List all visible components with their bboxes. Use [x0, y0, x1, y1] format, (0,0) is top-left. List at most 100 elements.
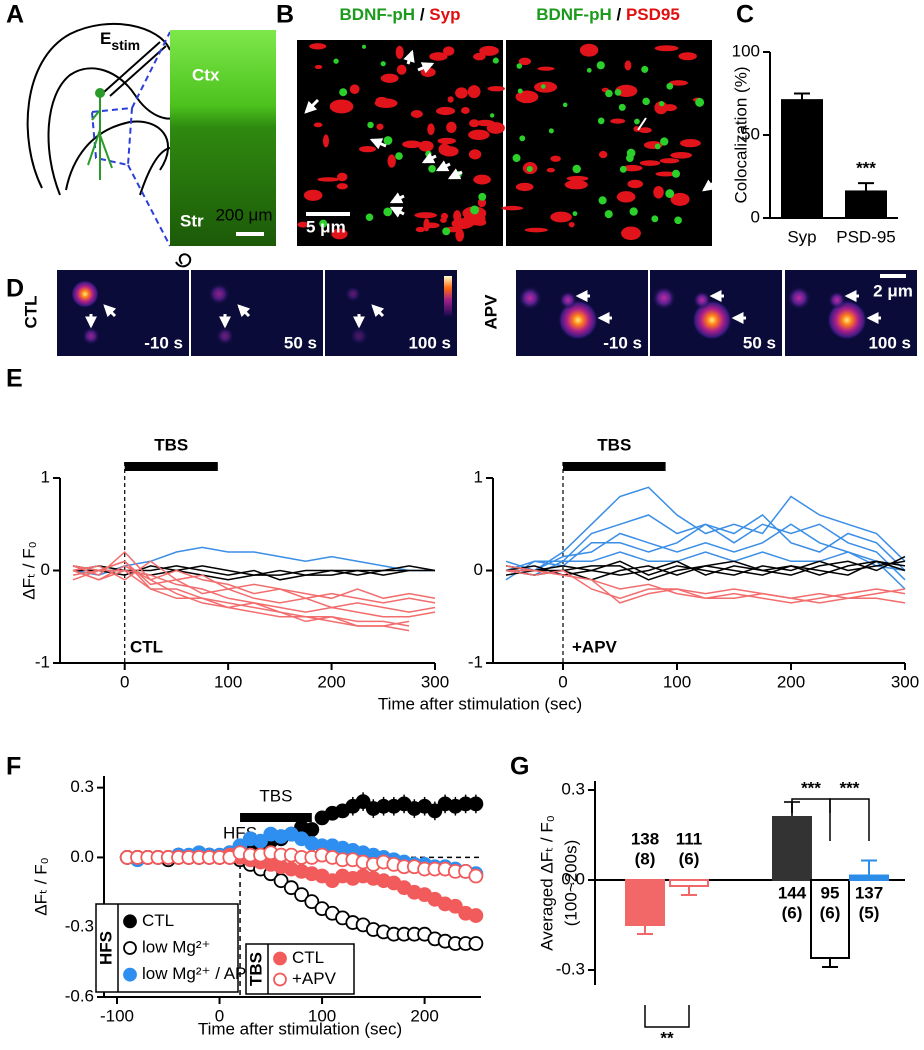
y-tick-label: 0 — [751, 207, 760, 226]
panel-letter: G — [510, 753, 529, 781]
marker — [304, 894, 320, 910]
green-puncta — [470, 205, 480, 215]
y-tick-label: 0 — [41, 560, 50, 579]
green-puncta — [572, 211, 578, 217]
red-puncta — [678, 52, 697, 61]
spot — [71, 280, 99, 308]
red-puncta — [564, 179, 588, 190]
arrow — [371, 304, 385, 318]
x-tick-label: -100 — [100, 1006, 134, 1025]
y-tick-label: 0.3 — [70, 777, 94, 796]
green-puncta — [492, 57, 499, 64]
marker — [273, 873, 289, 889]
legend-label: CTL — [142, 911, 174, 930]
bar — [781, 99, 823, 219]
x-tick-label: 200 — [777, 672, 805, 691]
y-tick-label: 1 — [474, 467, 483, 486]
legend-marker — [123, 914, 137, 929]
y-axis-label: (100~200s) — [561, 840, 580, 926]
green-puncta — [442, 227, 451, 236]
red-puncta — [479, 45, 499, 56]
panel-letter: B — [276, 1, 294, 29]
x-tick-label: 100 — [308, 1006, 336, 1025]
spot — [82, 327, 100, 345]
red-puncta — [468, 129, 490, 140]
red-puncta — [303, 189, 323, 201]
legend-label: low Mg²⁺ / APV — [142, 964, 258, 983]
arrow — [447, 168, 463, 180]
red-puncta — [537, 66, 555, 71]
brain-outline — [26, 22, 171, 189]
green-puncta — [383, 207, 393, 217]
spot — [787, 286, 811, 310]
time-label: 100 s — [868, 333, 911, 352]
y-tick-label: -0.6 — [65, 986, 94, 1005]
green-puncta — [665, 189, 675, 199]
stim-subscript: stim — [111, 37, 140, 53]
comparison-bracket — [829, 798, 870, 841]
marker — [283, 880, 299, 896]
y-axis-label: Colocalization (%) — [731, 67, 750, 204]
red-puncta — [349, 84, 360, 95]
red-puncta — [627, 179, 644, 189]
panel-b-images — [297, 40, 719, 246]
red-puncta — [358, 145, 377, 153]
red-puncta — [501, 205, 524, 211]
red-puncta — [414, 212, 437, 219]
marker — [253, 833, 268, 849]
red-puncta — [446, 121, 457, 134]
marker — [447, 898, 463, 914]
trace — [505, 565, 906, 604]
green-puncta — [519, 135, 526, 142]
y-tick-label: 0.0 — [70, 847, 94, 866]
arrow — [237, 304, 251, 318]
marker — [468, 936, 484, 951]
stim-label: TBS — [259, 786, 292, 805]
red-puncta — [436, 106, 456, 116]
green-puncta — [629, 207, 638, 216]
stim-letter: E — [100, 29, 111, 48]
legend-box — [95, 903, 239, 993]
green-puncta — [596, 61, 605, 70]
panel-letter: A — [6, 1, 24, 29]
comparison-bracket — [644, 1005, 690, 1028]
y-tick-label: 100 — [732, 41, 760, 60]
scale-bar-label: 5 μm — [306, 217, 346, 236]
green-puncta — [671, 169, 681, 178]
green-puncta — [333, 58, 339, 64]
bar — [669, 879, 709, 887]
legend-label: +APV — [292, 969, 337, 988]
red-puncta — [329, 99, 354, 114]
red-puncta — [566, 175, 589, 182]
green-puncta — [383, 136, 393, 145]
green-puncta — [618, 103, 626, 111]
slice-image — [170, 30, 276, 246]
time-label: 50 s — [284, 333, 317, 352]
panel-a-diagram — [26, 22, 192, 268]
red-puncta — [376, 123, 384, 130]
green-puncta — [319, 219, 328, 228]
title-part: / — [420, 5, 425, 24]
panel-letter: F — [6, 753, 21, 781]
arrow — [637, 117, 647, 131]
arrow — [435, 160, 451, 172]
arrow — [103, 304, 117, 318]
green-puncta — [489, 113, 495, 118]
green-puncta — [516, 63, 523, 69]
arrow — [403, 49, 415, 65]
electrode — [103, 41, 161, 93]
scale-bar — [880, 274, 906, 278]
red-puncta — [579, 43, 599, 57]
n-label: (6) — [679, 849, 700, 868]
legend-box — [245, 943, 355, 995]
spot — [693, 291, 711, 309]
red-puncta — [418, 140, 434, 152]
red-puncta — [662, 104, 677, 112]
x-tick-label: 200 — [317, 672, 345, 691]
time-label: 50 s — [743, 333, 776, 352]
green-puncta — [339, 88, 348, 97]
title-part: / — [616, 5, 621, 24]
legend-marker — [273, 972, 287, 987]
